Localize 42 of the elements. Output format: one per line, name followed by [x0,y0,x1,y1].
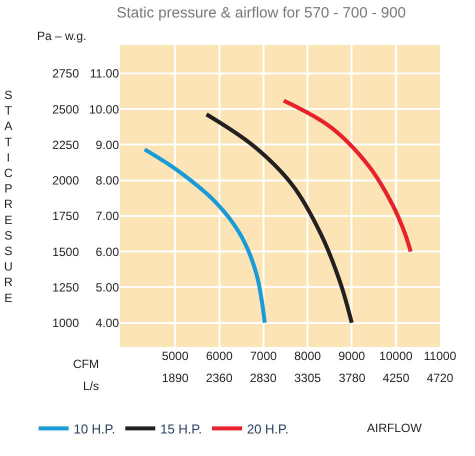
x-tick-label: 10000 [379,349,413,363]
line-series [282,98,413,254]
x2-tick-label: 3305 [294,371,322,385]
line-series [204,112,354,325]
line-series [142,147,267,325]
y2-tick-label: 8.00 [96,174,120,188]
x2-tick-label: 1890 [162,371,189,385]
y2-tick-label: 9.00 [96,138,120,152]
x-tick-label: 6000 [206,349,233,363]
text: STATIC PRESSURE [4,88,13,305]
legend-label: 15 H.P. [160,421,202,436]
chart-title: Static pressure & airflow for 570 - 700 - 900 [116,4,406,22]
x-tick-label: 5000 [162,349,189,363]
y2-tick-label: 5.00 [96,280,120,294]
x2-tick-label: 2360 [206,371,233,385]
y-tick-label: 2750 [52,66,80,81]
x2-tick-label: 2830 [250,371,277,385]
text: CFM [73,357,99,371]
legend-label: 20 H.P. [246,421,289,436]
x2-tick-label: 4250 [382,371,410,385]
legend-label: 10 H.P. [74,421,116,436]
text: L/s [83,379,100,393]
y-tick-label: 2500 [52,102,80,116]
y-tick-label: 1250 [52,280,80,294]
y2-tick-label: 10.00 [88,102,120,116]
text: Pa – w.g. [37,29,86,43]
x-tick-label: 8000 [294,349,322,363]
y-tick-label: 2250 [52,138,80,152]
x-tick-label: 9000 [338,349,366,363]
y-tick-label: 1000 [52,316,80,330]
y2-tick-label: 4.00 [96,316,120,330]
y2-tick-label: 6.00 [96,244,120,259]
y-tick-label: 2000 [52,174,80,188]
x-tick-label: 7000 [250,349,278,363]
x2-tick-label: 3780 [338,371,366,385]
y-tick-label: 1500 [52,244,80,259]
y2-tick-label: 7.00 [96,209,120,224]
y-tick-label: 1750 [52,209,80,224]
x-axis-title: AIRFLOW [367,421,422,435]
x2-tick-label: 4720 [426,371,454,385]
x-tick-label: 11000 [424,349,457,363]
y2-tick-label: 11.00 [90,66,120,81]
